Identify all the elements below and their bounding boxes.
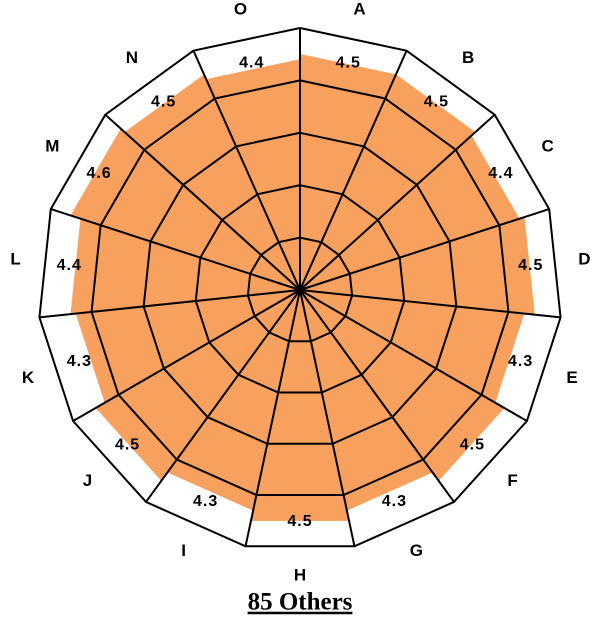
spoke [299, 289, 356, 547]
grid-ring [90, 79, 510, 497]
category-label: B [462, 48, 474, 67]
category-label: N [126, 48, 138, 67]
grid-ring [246, 236, 354, 343]
value-label: 4.3 [382, 493, 407, 510]
grid-ring [38, 26, 562, 548]
chart-title: 85 Others [248, 589, 353, 616]
category-label: F [507, 471, 517, 490]
spoke [299, 289, 455, 503]
spoke [192, 50, 301, 291]
spoke [299, 113, 496, 291]
category-label: D [578, 250, 590, 269]
value-label: 4.5 [518, 257, 543, 274]
category-label: C [542, 136, 554, 155]
spoke [299, 50, 408, 291]
spoke [299, 289, 528, 422]
category-label: A [353, 0, 365, 19]
spoke [244, 289, 301, 547]
value-label: 4.3 [508, 353, 533, 370]
value-label: 4.5 [424, 94, 449, 111]
value-label: 4.3 [193, 493, 218, 510]
category-label: J [83, 471, 92, 490]
value-label: 4.5 [336, 54, 361, 71]
grid-ring [142, 131, 458, 445]
category-label: G [410, 541, 423, 560]
category-label: I [181, 541, 186, 560]
value-label: 4.3 [67, 353, 92, 370]
category-label: M [45, 136, 59, 155]
value-label: 4.5 [287, 513, 312, 530]
value-label: 4.6 [86, 165, 111, 182]
category-label: O [234, 0, 247, 19]
value-label: 4.4 [488, 165, 513, 182]
category-label: H [294, 565, 306, 584]
spoke [104, 113, 301, 291]
spoke [72, 289, 301, 422]
spoke [299, 289, 561, 319]
grid-ring [194, 184, 406, 394]
spoke [39, 289, 301, 319]
value-label: 4.4 [57, 257, 82, 274]
value-label: 4.5 [151, 94, 176, 111]
category-label: L [10, 250, 20, 269]
category-label: K [22, 368, 35, 387]
category-label: E [566, 368, 577, 387]
spoke [145, 289, 301, 503]
value-label: 4.5 [460, 436, 485, 453]
value-label: 4.5 [115, 436, 140, 453]
spoke [50, 208, 301, 291]
value-label: 4.4 [239, 54, 264, 71]
spoke [299, 208, 550, 291]
